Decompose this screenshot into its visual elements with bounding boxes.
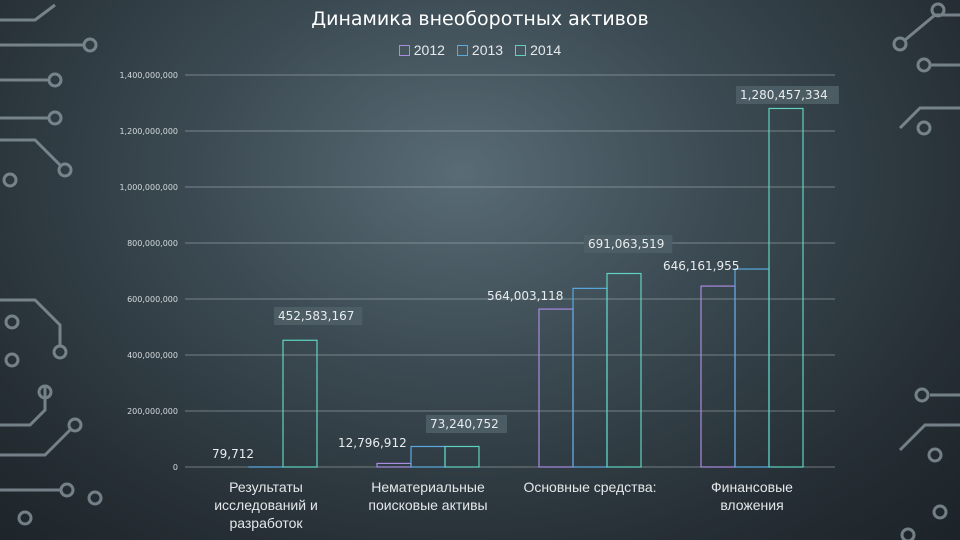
bar [768, 107, 804, 468]
x-category-label: Нематериальные поисковые активы [368, 479, 487, 513]
bar [410, 445, 446, 468]
data-label: 1,280,457,334 [740, 88, 828, 102]
data-label-box [426, 415, 507, 433]
y-tick-label: 200,000,000 [127, 407, 178, 416]
bar [606, 272, 642, 468]
y-tick-label: 1,400,000,000 [119, 71, 178, 80]
y-tick-label: 0 [173, 463, 178, 472]
x-category-label: Финансовые вложения [711, 479, 793, 513]
legend-item-2012: 2012 [398, 42, 445, 58]
data-label-box [584, 235, 673, 253]
bar [282, 339, 318, 468]
y-tick-label: 1,000,000,000 [119, 183, 178, 192]
legend-label-2014: 2014 [530, 42, 562, 58]
bar [700, 285, 736, 468]
bar [538, 308, 574, 468]
data-label: 452,583,167 [278, 309, 354, 323]
data-label: 79,712 [212, 447, 254, 461]
y-tick-label: 400,000,000 [127, 351, 178, 360]
data-label-box [274, 307, 363, 325]
y-tick-label: 800,000,000 [127, 239, 178, 248]
y-tick-label: 600,000,000 [127, 295, 178, 304]
x-category-label: Основные средства: [523, 479, 656, 495]
chart-title: Динамика внеоборотных активов [311, 8, 649, 30]
data-label: 73,240,752 [430, 417, 499, 431]
legend-swatch-2012 [398, 44, 410, 56]
data-label: 646,161,955 [663, 259, 739, 273]
bar [376, 462, 412, 468]
x-category-label: Результаты исследований и разработок [214, 479, 318, 531]
y-tick-label: 1,200,000,000 [119, 127, 178, 136]
bar [444, 445, 480, 468]
data-label-box [736, 86, 839, 104]
bar [572, 287, 608, 468]
data-label: 564,003,118 [487, 289, 563, 303]
data-label: 12,796,912 [338, 436, 407, 450]
legend-swatch-2013 [456, 44, 468, 56]
data-label: 691,063,519 [588, 237, 664, 251]
legend-item-2013: 2013 [456, 42, 504, 58]
legend-label-2012: 2012 [413, 42, 445, 58]
legend-label-2013: 2013 [471, 42, 504, 58]
chart-legend: 2012 2013 2014 [0, 42, 960, 58]
legend-item-2014: 2014 [515, 42, 561, 58]
legend-swatch-2014 [515, 44, 527, 56]
